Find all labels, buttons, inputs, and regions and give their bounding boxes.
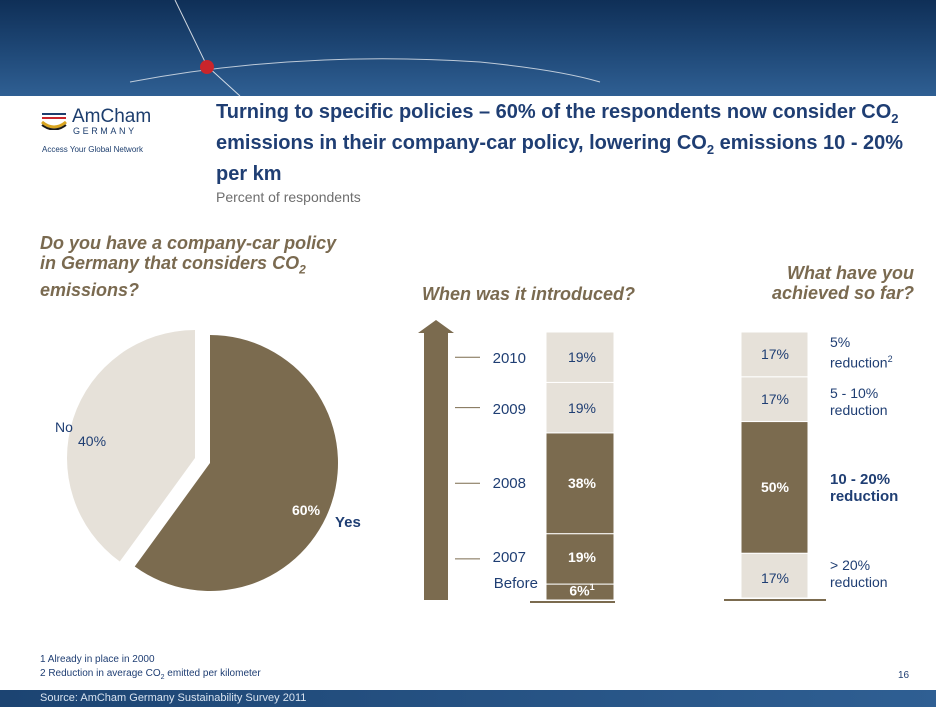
question-text: Do you have a company-car policy in Germ… — [40, 233, 337, 273]
achieved-bar-segment-2 — [740, 376, 809, 423]
achieved-label-5: 5% reduction2 — [830, 334, 893, 372]
achieved-label-text: reduction — [830, 402, 888, 418]
title-text: Turning to specific policies – 60% of th… — [216, 101, 892, 123]
timeline-ticks — [455, 356, 480, 560]
globe-dot-icon — [200, 60, 214, 74]
question-introduced: When was it introduced? — [422, 284, 636, 304]
source-band: Source: AmCham Germany Sustainability Su… — [0, 690, 936, 707]
timeline-arrow-icon — [418, 320, 454, 600]
year-label-before: Before — [493, 575, 538, 592]
year-label-2010: 2010 — [492, 350, 526, 367]
footnote-text: 2 Reduction in average CO — [40, 668, 161, 679]
page-subtitle: Percent of respondents — [216, 189, 361, 205]
globe-decoration — [129, 0, 601, 96]
pie-value-no: 40% — [78, 433, 107, 449]
achieved-label-text: reduction — [830, 354, 888, 371]
achieved-value-5-10: 17% — [760, 391, 790, 407]
achieved-bar-segment-3 — [740, 331, 809, 378]
title-subscript: 2 — [706, 142, 715, 157]
achieved-label-5-10: 5 - 10% reduction — [830, 385, 888, 419]
achieved-label-text: reduction — [830, 488, 899, 505]
achieved-bar-segment-1 — [740, 421, 809, 554]
intro-value-before-text: 6% — [569, 582, 590, 599]
pie-value-yes: 60% — [292, 502, 321, 518]
footnote-text: emitted per kilometer — [164, 668, 261, 679]
footnote-subscript: 2 — [160, 674, 165, 681]
achieved-label-text: > 20% — [830, 557, 871, 573]
introduced-bar-segment-4 — [545, 331, 615, 383]
pie-slice-no — [66, 330, 195, 562]
introduced-bar-segment-1 — [545, 533, 615, 585]
intro-value-2009: 19% — [567, 400, 597, 416]
achieved-label-over-20: > 20% reduction — [830, 557, 888, 591]
year-label-2007: 2007 — [492, 549, 526, 566]
footnote-marker: 1 — [589, 582, 595, 592]
footnote-marker: 2 — [887, 354, 893, 364]
introduced-bars — [545, 331, 615, 601]
achieved-value-5: 17% — [760, 346, 790, 362]
footnote-1: 1 Already in place in 2000 — [40, 654, 155, 665]
achieved-label-text: 5 - 10% — [830, 385, 879, 401]
flag-icon — [40, 110, 68, 130]
title-text: emissions in their company-car policy, l… — [216, 132, 707, 154]
logo-sub: GERMANY — [73, 126, 137, 136]
question-text: emissions? — [40, 279, 140, 300]
intro-value-2008: 38% — [567, 475, 597, 491]
page-number: 16 — [898, 670, 910, 681]
intro-value-2010: 19% — [567, 349, 597, 365]
achieved-value-over-20: 17% — [760, 570, 790, 586]
achieved-label-10-20: 10 - 20% reduction — [830, 471, 898, 505]
achieved-label-text: 10 - 20% — [830, 471, 891, 488]
page-title: Turning to specific policies – 60% of th… — [216, 100, 906, 187]
pie-label-yes: Yes — [335, 514, 361, 531]
introduced-bar-segment-3 — [545, 381, 615, 434]
footnote-2: 2 Reduction in average CO2 emitted per k… — [40, 668, 261, 681]
question-policy: Do you have a company-car policy in Germ… — [40, 233, 340, 300]
year-label-2009: 2009 — [492, 401, 526, 418]
achieved-bar-segment-0 — [740, 552, 809, 599]
achieved-bars — [740, 331, 809, 599]
header-band — [0, 0, 936, 96]
year-label-2008: 2008 — [492, 475, 526, 492]
achieved-label-text: 5% — [830, 334, 851, 350]
pie-label-no: No — [55, 419, 73, 435]
intro-value-2007: 19% — [567, 549, 597, 565]
title-subscript: 2 — [891, 111, 899, 126]
question-achieved: What have you achieved so far? — [771, 263, 914, 303]
title-text: emissions 10 - 20% per km — [216, 132, 904, 185]
logo-name: AmCham — [72, 106, 152, 127]
pie-slice-yes — [134, 335, 338, 591]
source-text: Source: AmCham Germany Sustainability Su… — [40, 692, 307, 704]
logo-tagline: Access Your Global Network — [42, 145, 143, 154]
question-subscript: 2 — [299, 262, 306, 277]
intro-value-before: 6%1 — [548, 582, 616, 599]
achieved-label-text: reduction — [830, 574, 888, 590]
achieved-value-10-20: 50% — [760, 479, 790, 495]
